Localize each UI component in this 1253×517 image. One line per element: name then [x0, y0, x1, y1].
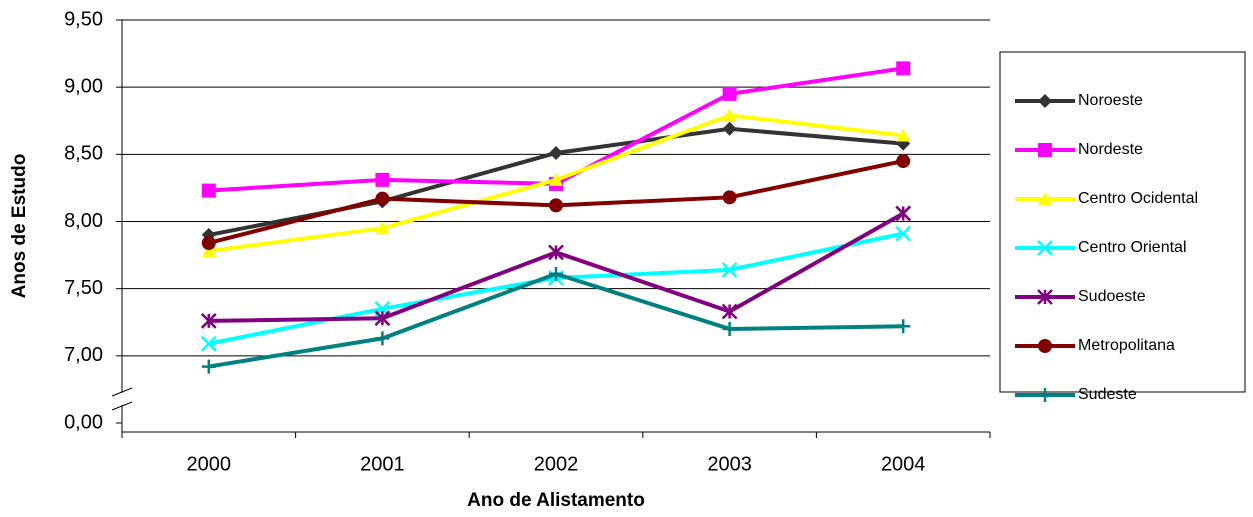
marker [896, 61, 911, 76]
legend-label: Metropolitana [1078, 337, 1175, 354]
y-tick-label: 7,00 [64, 344, 103, 366]
marker [896, 154, 911, 169]
marker [374, 310, 391, 327]
marker [896, 128, 911, 142]
marker [201, 235, 216, 250]
marker [722, 321, 737, 336]
x-tick-label: 2002 [534, 453, 579, 475]
y-tick-label: 0,00 [64, 411, 103, 433]
y-tick-label: 9,00 [64, 75, 103, 97]
marker [375, 331, 390, 346]
x-tick-label: 2001 [360, 453, 405, 475]
marker [895, 225, 912, 242]
marker [1037, 240, 1053, 256]
x-tick-label: 2004 [881, 453, 926, 475]
marker [549, 172, 563, 186]
x-tick-label: 2003 [707, 453, 752, 475]
axis-break [111, 387, 133, 397]
marker [722, 190, 737, 205]
legend-label: Noroeste [1078, 92, 1143, 109]
legend-box [999, 51, 1246, 393]
marker [1038, 339, 1052, 353]
y-tick-label: 8,50 [64, 143, 103, 165]
marker [721, 303, 738, 320]
legend-label: Nordeste [1078, 141, 1143, 158]
legend-label: Sudoeste [1078, 288, 1146, 305]
marker [548, 244, 564, 261]
marker [375, 172, 390, 187]
marker [375, 221, 390, 235]
marker [201, 183, 216, 198]
marker [722, 108, 737, 122]
marker [722, 121, 737, 136]
x-tick-label: 2000 [187, 453, 232, 475]
marker [549, 266, 563, 281]
marker [549, 198, 563, 213]
y-axis-title: Anos de Estudo [9, 154, 30, 299]
marker [201, 244, 216, 258]
axis-break [111, 401, 133, 411]
marker [549, 145, 563, 160]
legend-label: Centro Ocidental [1078, 190, 1198, 207]
marker [722, 86, 737, 101]
marker [1038, 143, 1052, 157]
y-tick-label: 8,00 [64, 210, 103, 232]
marker [895, 205, 912, 222]
legend-label: Sudeste [1078, 386, 1137, 403]
marker [375, 191, 390, 206]
marker [1038, 388, 1052, 402]
legend-label: Centro Oriental [1078, 239, 1187, 256]
y-tick-label: 7,50 [64, 277, 103, 299]
marker [1038, 94, 1052, 108]
x-axis-title: Ano de Alistamento [467, 490, 645, 511]
marker [721, 261, 738, 278]
marker [200, 313, 217, 329]
marker [201, 359, 216, 374]
marker [896, 319, 911, 334]
marker [1037, 289, 1053, 305]
y-tick-label: 9,50 [64, 8, 103, 30]
marker [200, 335, 217, 352]
marker [1038, 192, 1052, 205]
